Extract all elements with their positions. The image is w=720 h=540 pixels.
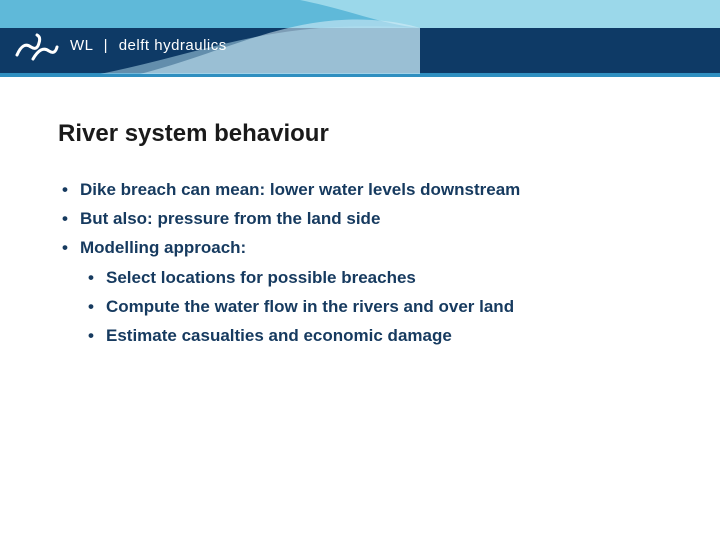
page-title: River system behaviour bbox=[58, 120, 329, 148]
header-bottom-strip bbox=[0, 73, 720, 77]
list-item: But also: pressure from the land side bbox=[58, 205, 520, 232]
list-item: Estimate casualties and economic damage bbox=[84, 322, 520, 349]
list-item: Select locations for possible breaches bbox=[84, 264, 520, 291]
brand-name: delft hydraulics bbox=[119, 37, 227, 54]
list-item: Modelling approach: bbox=[58, 234, 520, 261]
header-top-strip bbox=[0, 0, 720, 28]
list-item: Compute the water flow in the rivers and… bbox=[84, 293, 520, 320]
header-banner: WL | delft hydraulics bbox=[0, 0, 720, 90]
slide: WL | delft hydraulics River system behav… bbox=[0, 0, 720, 540]
brand-prefix: WL bbox=[70, 37, 93, 54]
list-item: Dike breach can mean: lower water levels… bbox=[58, 176, 520, 203]
logo-icon bbox=[14, 25, 59, 70]
brand-text: WL | delft hydraulics bbox=[70, 37, 227, 54]
bullet-list: Dike breach can mean: lower water levels… bbox=[58, 176, 520, 351]
brand-separator: | bbox=[98, 37, 114, 54]
